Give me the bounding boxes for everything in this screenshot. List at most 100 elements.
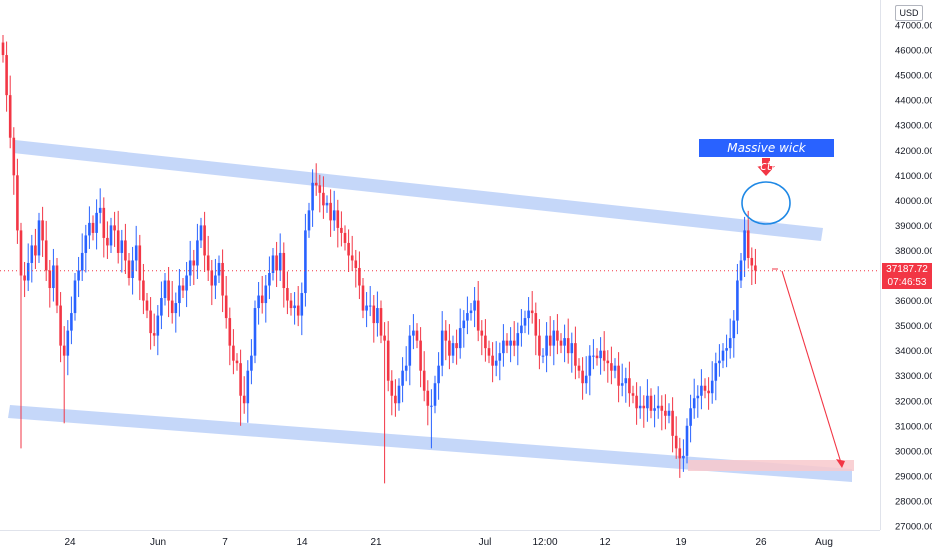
candle-body bbox=[682, 455, 685, 459]
candle-body bbox=[563, 338, 566, 346]
candle bbox=[98, 188, 102, 224]
candle bbox=[174, 292, 178, 333]
candle-body bbox=[620, 383, 624, 386]
candle-body bbox=[584, 375, 588, 384]
candle bbox=[235, 353, 239, 371]
candle bbox=[322, 176, 325, 219]
candle bbox=[325, 195, 329, 213]
candle-body bbox=[325, 202, 329, 206]
candle bbox=[617, 352, 620, 403]
candle bbox=[754, 248, 757, 285]
candle-body bbox=[570, 343, 574, 354]
candle-body bbox=[336, 210, 340, 228]
candle-body bbox=[268, 272, 271, 286]
currency-label[interactable]: USD bbox=[895, 5, 923, 21]
price-tick-label: 30000.00 bbox=[895, 446, 932, 457]
candle-body bbox=[62, 345, 66, 356]
candle-body bbox=[41, 220, 44, 241]
candle-body bbox=[678, 448, 682, 459]
candle-body bbox=[444, 330, 448, 341]
candle bbox=[433, 375, 437, 414]
candle-body bbox=[275, 255, 278, 271]
candle bbox=[548, 316, 552, 357]
candle-body bbox=[232, 345, 235, 361]
candle bbox=[487, 340, 491, 364]
candle-body bbox=[455, 343, 458, 349]
candle-body bbox=[703, 385, 707, 391]
target-zone bbox=[688, 460, 854, 471]
candle-body bbox=[347, 242, 350, 256]
candle bbox=[73, 272, 77, 321]
candle bbox=[696, 385, 700, 418]
candle bbox=[178, 268, 181, 317]
candle-body bbox=[296, 305, 300, 316]
candle-body bbox=[718, 360, 721, 364]
candle-body bbox=[498, 353, 502, 361]
chart-canvas[interactable] bbox=[0, 0, 880, 530]
candle-body bbox=[419, 340, 422, 371]
candle bbox=[592, 339, 595, 370]
price-tick-label: 43000.00 bbox=[895, 121, 932, 132]
candle bbox=[664, 394, 667, 430]
candle-body bbox=[545, 335, 548, 356]
candle bbox=[350, 235, 354, 271]
candle-body bbox=[487, 348, 491, 356]
candle-body bbox=[188, 260, 192, 276]
candle bbox=[329, 189, 332, 237]
candle-body bbox=[635, 395, 638, 409]
candle bbox=[134, 225, 138, 271]
candle bbox=[394, 379, 397, 417]
candle bbox=[390, 370, 394, 416]
candle bbox=[354, 249, 358, 288]
bar-countdown: 07:46:53 bbox=[887, 277, 927, 288]
candle bbox=[595, 348, 599, 366]
candle-body bbox=[16, 175, 19, 231]
candle-body bbox=[163, 280, 167, 299]
candle bbox=[606, 350, 610, 383]
candle bbox=[286, 271, 289, 315]
candle bbox=[458, 308, 462, 359]
candle bbox=[217, 255, 221, 284]
candle bbox=[361, 278, 365, 319]
candle-body bbox=[408, 335, 412, 366]
candle bbox=[340, 211, 343, 247]
candle-body bbox=[52, 265, 55, 289]
candle-body bbox=[606, 360, 610, 364]
candle bbox=[736, 263, 739, 335]
candle bbox=[203, 211, 206, 272]
candle bbox=[109, 217, 113, 253]
last-price-value: 37187.72 bbox=[886, 264, 928, 275]
candle-body bbox=[196, 240, 199, 266]
time-axis[interactable]: 24 Jun 7 14 21 Jul 12:00 12 19 26 Aug bbox=[0, 530, 880, 551]
candle-body bbox=[109, 225, 113, 246]
candle bbox=[188, 240, 192, 287]
candle bbox=[422, 351, 426, 402]
candles bbox=[1, 35, 757, 484]
last-price-tag: 37187.72 07:46:53 bbox=[882, 263, 932, 289]
candle-body bbox=[224, 295, 228, 319]
candle bbox=[379, 300, 383, 344]
candle bbox=[667, 403, 671, 424]
price-axis[interactable]: 27000.00 28000.00 29000.00 30000.00 31000.00… bbox=[880, 0, 932, 533]
candle-body bbox=[628, 378, 631, 394]
candle bbox=[296, 286, 300, 327]
candle bbox=[347, 229, 350, 272]
candle-body bbox=[566, 338, 570, 354]
candle bbox=[311, 169, 314, 227]
candle-body bbox=[124, 240, 127, 261]
candle-body bbox=[181, 285, 185, 291]
candle bbox=[739, 252, 743, 289]
projection-arrow bbox=[781, 270, 843, 467]
candle-body bbox=[286, 288, 289, 301]
candle-body bbox=[401, 370, 404, 386]
candle-body bbox=[732, 320, 736, 339]
candle bbox=[307, 202, 311, 238]
candle-body bbox=[559, 340, 563, 346]
time-tick-label: 24 bbox=[64, 537, 76, 548]
candle bbox=[62, 326, 66, 424]
chart-pane[interactable] bbox=[0, 0, 880, 530]
candle bbox=[563, 324, 566, 363]
candle-body bbox=[721, 350, 725, 361]
candle bbox=[671, 397, 674, 453]
candle-body bbox=[170, 300, 174, 314]
